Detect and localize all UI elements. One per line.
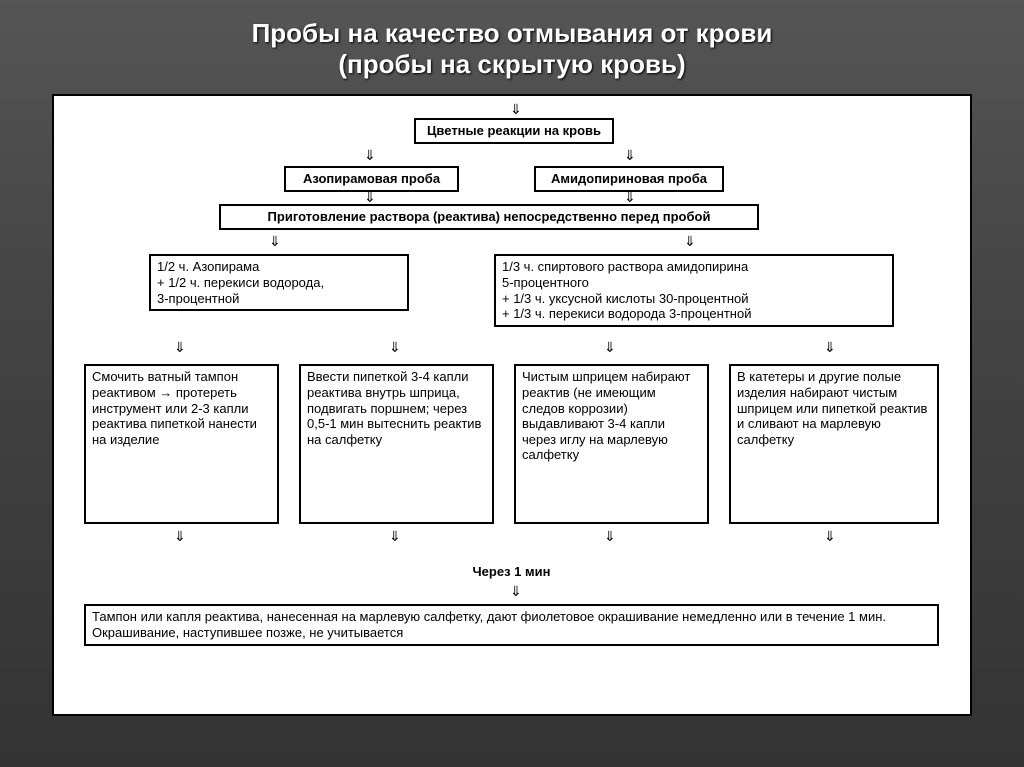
arrow-down-icon: ⇓ [604, 529, 616, 543]
flowchart: ⇓ Цветные реакции на кровь ⇓ ⇓ Азопирамо… [64, 104, 960, 704]
node-prep: Приготовление раствора (реактива) непоср… [219, 204, 759, 230]
diagram-container: ⇓ Цветные реакции на кровь ⇓ ⇓ Азопирамо… [52, 94, 972, 716]
arrow-down-icon: ⇓ [604, 340, 616, 354]
arrow-down-icon: ⇓ [389, 340, 401, 354]
node-method-3: Чистым шприцем набирают реактив (не имею… [514, 364, 709, 524]
arrow-down-icon: ⇓ [269, 234, 281, 248]
node-recipe-left: 1/2 ч. Азопирама + 1/2 ч. перекиси водор… [149, 254, 409, 311]
node-probe-left: Азопирамовая проба [284, 166, 459, 192]
arrow-down-icon: ⇓ [684, 234, 696, 248]
arrow-down-icon: ⇓ [824, 340, 836, 354]
arrow-down-icon: ⇓ [824, 529, 836, 543]
arrow-down-icon: ⇓ [510, 102, 522, 116]
node-method-4: В катетеры и другие полые изделия набира… [729, 364, 939, 524]
arrow-down-icon: ⇓ [174, 529, 186, 543]
node-root: Цветные реакции на кровь [414, 118, 614, 144]
title-line-1: Пробы на качество отмывания от крови [252, 18, 773, 49]
node-recipe-right: 1/3 ч. спиртового раствора амидопирина 5… [494, 254, 894, 326]
node-method-2: Ввести пипеткой 3-4 капли реактива внутр… [299, 364, 494, 524]
arrow-down-icon: ⇓ [364, 148, 376, 162]
arrow-down-icon: ⇓ [389, 529, 401, 543]
node-result: Тампон или капля реактива, нанесенная на… [84, 604, 939, 645]
arrow-down-icon: ⇓ [624, 148, 636, 162]
arrow-down-icon: ⇓ [624, 190, 636, 204]
arrow-down-icon: ⇓ [510, 584, 522, 598]
arrow-down-icon: ⇓ [364, 190, 376, 204]
page-title: Пробы на качество отмывания от крови (пр… [252, 18, 773, 80]
arrow-down-icon: ⇓ [174, 340, 186, 354]
node-method-1: Смочить ватный тампон реактивом → протер… [84, 364, 279, 524]
interval-label: Через 1 мин [64, 564, 959, 579]
node-probe-right: Амидопириновая проба [534, 166, 724, 192]
title-line-2: (пробы на скрытую кровь) [252, 49, 773, 80]
